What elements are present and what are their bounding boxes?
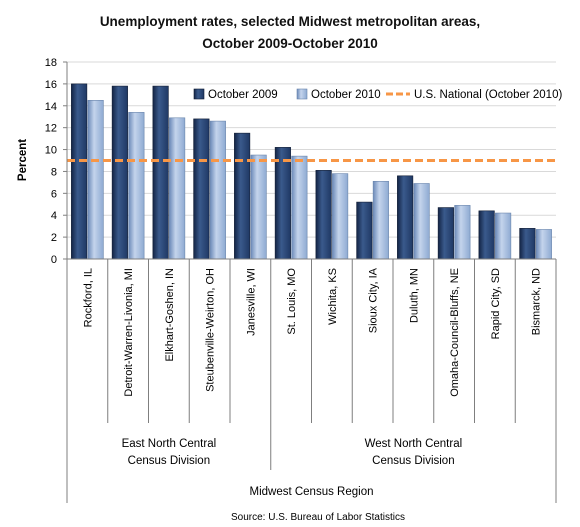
y-tick-label: 16 — [45, 79, 57, 91]
category-label: Steubenville-Weirton, OH — [205, 268, 217, 392]
bar-oct-2010 — [169, 117, 186, 260]
legend: October 2009 October 2010 U.S. National (O… — [193, 88, 562, 101]
y-tick-label: 6 — [51, 188, 57, 200]
chart-title-line1: Unemployment rates, selected Midwest met… — [100, 14, 480, 29]
y-tick-label: 12 — [45, 123, 57, 135]
bar-oct-2009 — [437, 207, 454, 260]
bar-oct-2010 — [372, 180, 389, 260]
group-labels: East North Central Census Division West No… — [122, 438, 463, 498]
y-tick-label: 8 — [51, 166, 57, 178]
bar-oct-2010 — [250, 154, 267, 260]
gridlines — [67, 61, 556, 238]
legend-label-oct-2009: October 2009 — [208, 89, 278, 101]
y-tick-label: 18 — [45, 57, 57, 69]
category-label: Janesville, WI — [245, 268, 257, 336]
bar-oct-2010 — [209, 120, 226, 260]
bars — [67, 83, 556, 260]
bar-oct-2009 — [519, 228, 536, 260]
bar-oct-2009 — [274, 147, 291, 260]
category-label: Detroit-Warren-Livonia, MI — [123, 268, 135, 397]
bar-oct-2009 — [152, 85, 169, 260]
group-label-line1: West North Central — [365, 438, 463, 450]
legend-label-oct-2010: October 2010 — [311, 89, 381, 101]
bar-oct-2009 — [234, 132, 251, 260]
category-label: Rapid City, SD — [490, 268, 502, 339]
y-tick-label: 14 — [45, 101, 57, 113]
category-labels: Rockford, IL Detroit-Warren-Livonia, MI El… — [66, 259, 557, 503]
y-axis-title: Percent — [17, 139, 29, 181]
bar-oct-2010 — [495, 212, 512, 260]
bar-oct-2010 — [535, 229, 552, 260]
chart-title-line2: October 2009-October 2010 — [202, 36, 378, 51]
y-tick-label: 10 — [45, 145, 57, 157]
group-label-line2: Census Division — [372, 455, 454, 467]
category-label: Elkhart-Goshen, IN — [164, 268, 176, 362]
bar-oct-2009 — [193, 118, 210, 260]
region-label: Midwest Census Region — [249, 486, 373, 498]
bar-oct-2010 — [413, 183, 430, 260]
bar-oct-2009 — [71, 83, 88, 260]
group-label-line1: East North Central — [122, 438, 217, 450]
category-label: Bismarck, ND — [531, 268, 543, 335]
group-label-line2: Census Division — [128, 455, 210, 467]
bar-oct-2009 — [111, 85, 128, 260]
bar-oct-2010 — [454, 205, 471, 260]
bar-oct-2010 — [332, 173, 349, 260]
bar-oct-2009 — [356, 201, 373, 260]
source-note: Source: U.S. Bureau of Labor Statistics — [231, 512, 405, 523]
bar-oct-2009 — [397, 175, 414, 260]
category-label: Sioux City, IA — [368, 267, 380, 333]
bar-oct-2009 — [478, 210, 495, 260]
category-label: Rockford, IL — [82, 268, 94, 327]
legend-label-us-national: U.S. National (October 2010) — [414, 89, 562, 101]
y-tick-label: 4 — [51, 210, 57, 222]
category-label: Omaha-Council-Bluffs, NE — [449, 268, 461, 397]
bar-oct-2009 — [315, 170, 332, 260]
category-label: Duluth, MN — [408, 268, 420, 323]
category-label: Wichita, KS — [327, 268, 339, 325]
legend-swatch-oct-2010 — [296, 88, 308, 100]
legend-swatch-oct-2009 — [193, 88, 205, 100]
category-label: St. Louis, MO — [286, 268, 298, 335]
y-tick-label: 0 — [51, 254, 57, 266]
bar-oct-2010 — [87, 100, 104, 260]
bar-oct-2010 — [291, 155, 308, 260]
bar-oct-2010 — [128, 112, 145, 260]
y-tick-label: 2 — [51, 232, 57, 244]
